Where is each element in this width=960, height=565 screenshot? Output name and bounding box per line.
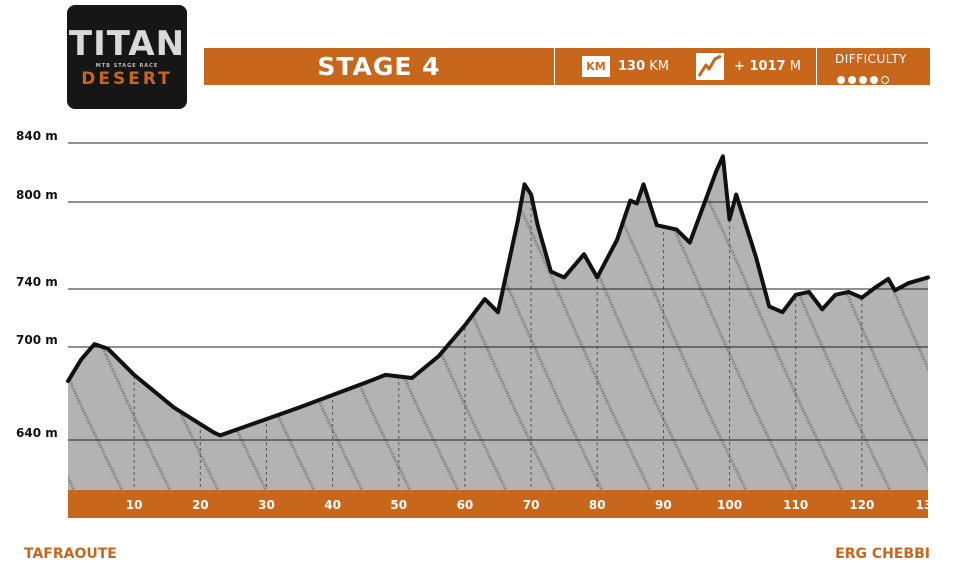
x-tick-label: 90 bbox=[655, 498, 672, 512]
finish-location: ERG CHEBBI bbox=[835, 546, 930, 562]
difficulty-dot bbox=[848, 76, 856, 84]
x-tick-label: 110 bbox=[783, 498, 808, 512]
mountain-line-icon bbox=[696, 53, 724, 80]
dune-ridge bbox=[932, 170, 960, 490]
y-tick-label: 800 m bbox=[16, 188, 58, 202]
stage-banner: STAGE 4 KM 130 KM + 1017 M DIFFICULTY bbox=[204, 48, 930, 85]
distance-unit: KM bbox=[649, 59, 670, 74]
banner-divider bbox=[554, 48, 555, 85]
x-tick-label: 20 bbox=[192, 498, 209, 512]
stage-title: STAGE 4 bbox=[317, 52, 441, 81]
difficulty-dot bbox=[881, 76, 889, 84]
km-axis-bar bbox=[68, 490, 928, 518]
y-tick-label: 840 m bbox=[16, 129, 58, 143]
elevation-value: + 1017 bbox=[734, 59, 786, 74]
banner-divider bbox=[816, 48, 817, 85]
x-tick-label: 10 bbox=[126, 498, 143, 512]
x-tick-label: 30 bbox=[258, 498, 275, 512]
titan-desert-logo: TITAN MTB STAGE RACE DESERT bbox=[67, 5, 187, 109]
dune-ridge bbox=[0, 170, 26, 490]
x-tick-label: 130 bbox=[915, 498, 940, 512]
distance-value: 130 bbox=[618, 59, 646, 74]
x-tick-label: 40 bbox=[324, 498, 341, 512]
logo-titan-text: TITAN bbox=[68, 24, 186, 64]
dune-ridge bbox=[68, 169, 76, 491]
distance-icon: KM bbox=[582, 56, 610, 77]
distance-readout: 130 KM bbox=[618, 48, 669, 85]
elevation-line bbox=[66, 154, 930, 438]
x-tick-label: 80 bbox=[589, 498, 606, 512]
x-tick-label: 70 bbox=[523, 498, 540, 512]
x-tick-label: 50 bbox=[390, 498, 407, 512]
x-tick-label: 60 bbox=[457, 498, 474, 512]
difficulty-rating bbox=[837, 69, 917, 84]
y-tick-label: 640 m bbox=[16, 426, 58, 440]
x-tick-label: 100 bbox=[717, 498, 742, 512]
difficulty-dot bbox=[859, 76, 867, 84]
difficulty-label: DIFFICULTY bbox=[835, 52, 907, 66]
start-location: TAFRAOUTE bbox=[24, 546, 117, 562]
x-tick-label: 120 bbox=[849, 498, 874, 512]
difficulty-dot bbox=[837, 76, 845, 84]
dune-ridge bbox=[68, 169, 172, 491]
logo-tagline: MTB STAGE RACE bbox=[95, 63, 159, 69]
elevation-unit: M bbox=[789, 59, 801, 74]
elevation-area bbox=[68, 156, 928, 491]
difficulty-dot bbox=[870, 76, 878, 84]
y-tick-label: 740 m bbox=[16, 275, 58, 289]
logo-desert-text: DESERT bbox=[81, 69, 173, 89]
dune-ridge bbox=[68, 169, 124, 491]
elevation-readout: + 1017 M bbox=[734, 48, 801, 85]
y-tick-label: 700 m bbox=[16, 333, 58, 347]
